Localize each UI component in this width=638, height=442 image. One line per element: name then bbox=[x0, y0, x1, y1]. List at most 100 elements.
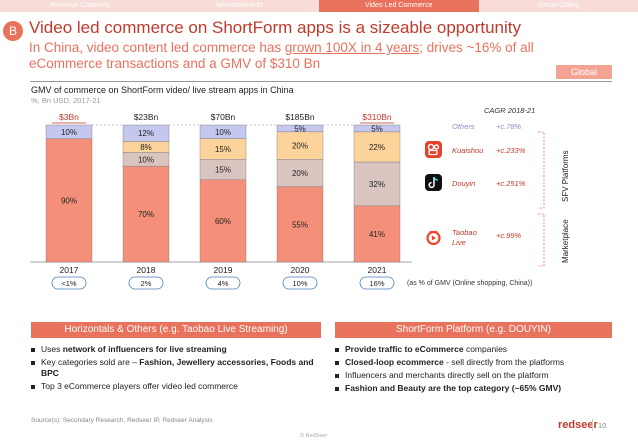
copyright: © RedSeer bbox=[300, 433, 328, 439]
data-label: 22% bbox=[369, 143, 385, 152]
right-panel-header: ShortForm Platform (e.g. DOUYIN) bbox=[335, 322, 612, 338]
taobao-live-icon bbox=[425, 229, 442, 246]
total-label: $70Bn bbox=[211, 112, 236, 122]
redseer-logo: redseer bbox=[558, 419, 598, 431]
right-bullet: Closed-loop ecommerce - sell directly fr… bbox=[335, 357, 612, 368]
nav-tab-revenue-channels[interactable]: Revenue Channels bbox=[49, 2, 110, 9]
total-label: $310Bn bbox=[362, 112, 392, 122]
legend-kuaishou: Kuaishou +c.233% bbox=[452, 146, 525, 155]
bullet-bold: network of influencers for live streamin… bbox=[62, 344, 227, 354]
share-pill bbox=[205, 276, 241, 290]
legend-others-cagr: +c.78% bbox=[496, 122, 522, 131]
left-bullet: Key categories sold are – Fashion, Jewel… bbox=[31, 357, 321, 379]
subtitle-underlined: grown 100X in 4 years bbox=[284, 40, 420, 55]
bullet-bold: Closed-loop ecommerce bbox=[345, 357, 444, 367]
right-bullet: Fashion and Beauty are the top category … bbox=[335, 383, 612, 394]
bar-segment bbox=[122, 124, 170, 142]
left-bullet: Uses network of influencers for live str… bbox=[31, 344, 321, 355]
global-tag: Global bbox=[556, 65, 612, 79]
data-label: 55% bbox=[292, 220, 308, 229]
bullet-text: Top 3 eCommerce players offer video led … bbox=[41, 381, 238, 391]
data-label: 10% bbox=[215, 128, 231, 137]
legend-taobao-cagr: +c.99% bbox=[496, 231, 522, 240]
share-pill bbox=[282, 276, 318, 290]
nav-tab-advertisements[interactable]: Advertisements bbox=[215, 2, 264, 9]
x-tick-label: 2020 bbox=[291, 265, 310, 275]
chart-subtitle: %, Bn USD, 2017-21 bbox=[31, 96, 101, 105]
share-label: 4% bbox=[218, 279, 229, 288]
left-panel: Horizontals & Others (e.g. Taobao Live S… bbox=[31, 322, 321, 394]
bullet-text: Key categories sold are – bbox=[41, 357, 140, 367]
bar-segment bbox=[276, 159, 324, 187]
legend-others: Others +c.78% bbox=[452, 122, 521, 131]
footer-separator bbox=[592, 419, 593, 431]
total-label: $3Bn bbox=[59, 112, 79, 122]
bar-segment bbox=[276, 186, 324, 263]
data-label: 10% bbox=[138, 155, 154, 164]
data-label: 5% bbox=[294, 124, 306, 133]
gmv-stacked-bar-chart: 90% 10% $3Bn 2017 <1% 70% 10% 8% 12% $23Bn 2018 2% 6… bbox=[30, 112, 412, 290]
top-nav: Revenue Channels Advertisements Video Le… bbox=[0, 0, 638, 12]
right-panel: ShortForm Platform (e.g. DOUYIN) Provide… bbox=[335, 322, 612, 396]
total-label: $185Bn bbox=[285, 112, 315, 122]
data-label: 8% bbox=[140, 143, 152, 152]
legend-taobao-name-line2: Live bbox=[452, 238, 466, 247]
right-bullet: Influencers and merchants directly sell … bbox=[335, 370, 612, 381]
nav-tab-virtual-gifting[interactable]: Virtual Gifting bbox=[537, 2, 580, 9]
data-label: 10% bbox=[61, 128, 77, 137]
share-label: <1% bbox=[61, 279, 77, 288]
sfv-platforms-label: SFV Platforms bbox=[561, 150, 570, 202]
right-panel-bullets: Provide traffic to eCommerce companies C… bbox=[335, 344, 612, 394]
share-pill bbox=[359, 276, 395, 290]
page-number: 10 bbox=[598, 421, 607, 430]
x-tick-label: 2018 bbox=[137, 265, 156, 275]
bar-segment bbox=[353, 205, 401, 263]
data-label: 32% bbox=[369, 180, 385, 189]
legend-kuaishou-name: Kuaishou bbox=[452, 146, 484, 155]
data-label: 15% bbox=[215, 145, 231, 154]
legend-taobao-name-line1: Taobao bbox=[452, 228, 477, 237]
x-tick-label: 2019 bbox=[214, 265, 233, 275]
legend-taobao-live: Taobao Live +c.99% bbox=[452, 228, 521, 248]
douyin-icon bbox=[425, 174, 442, 191]
data-label: 5% bbox=[371, 124, 383, 133]
x-tick-label: 2021 bbox=[368, 265, 387, 275]
bullet-bold: Fashion, Jewellery accessories, Foods an… bbox=[41, 357, 314, 378]
nav-tab-video-led-commerce[interactable]: Video Led Commerce bbox=[319, 0, 479, 12]
bullet-bold: Fashion and Beauty are the top category … bbox=[345, 383, 562, 393]
data-label: 41% bbox=[369, 230, 385, 239]
bar-segment bbox=[45, 124, 93, 139]
legend-kuaishou-cagr: +c.233% bbox=[496, 146, 526, 155]
bar-segment bbox=[122, 165, 170, 263]
data-label: 12% bbox=[138, 129, 154, 138]
right-bullet: Provide traffic to eCommerce companies bbox=[335, 344, 612, 355]
data-label: 70% bbox=[138, 210, 154, 219]
share-pill bbox=[51, 276, 87, 290]
left-panel-header: Horizontals & Others (e.g. Taobao Live S… bbox=[31, 322, 321, 338]
kuaishou-icon bbox=[425, 141, 442, 158]
bar-segment bbox=[353, 161, 401, 207]
bullet-text: companies bbox=[463, 344, 508, 354]
data-label: 20% bbox=[292, 169, 308, 178]
data-label: 15% bbox=[215, 166, 231, 175]
data-label: 90% bbox=[61, 196, 77, 205]
bar-segment bbox=[199, 124, 247, 139]
bullet-text: Uses bbox=[41, 344, 63, 354]
data-label: 60% bbox=[215, 217, 231, 226]
legend-others-name: Others bbox=[452, 122, 475, 131]
legend-douyin: Douyin +c.251% bbox=[452, 179, 525, 188]
gmv-share-note: (as % of GMV (Online shopping, China)) bbox=[407, 280, 533, 287]
header-divider bbox=[30, 81, 612, 82]
source-note: Source(s): Secondary Research, Redseer I… bbox=[31, 417, 213, 424]
bullet-bold: Provide traffic to eCommerce bbox=[345, 344, 464, 354]
page-subtitle: In China, video content led commerce has… bbox=[29, 40, 609, 72]
bullet-text: Influencers and merchants directly sell … bbox=[345, 370, 549, 380]
left-bullet: Top 3 eCommerce players offer video led … bbox=[31, 381, 321, 392]
marketplace-label: Marketplace bbox=[561, 219, 570, 263]
left-panel-bullets: Uses network of influencers for live str… bbox=[31, 344, 321, 392]
section-badge: B bbox=[3, 21, 23, 41]
x-tick-label: 2017 bbox=[60, 265, 79, 275]
legend-brackets bbox=[538, 131, 545, 267]
cagr-title: CAGR 2018-21 bbox=[484, 106, 536, 115]
subtitle-part2: ; drives ~16% of all eCommerce transacti… bbox=[29, 40, 534, 71]
